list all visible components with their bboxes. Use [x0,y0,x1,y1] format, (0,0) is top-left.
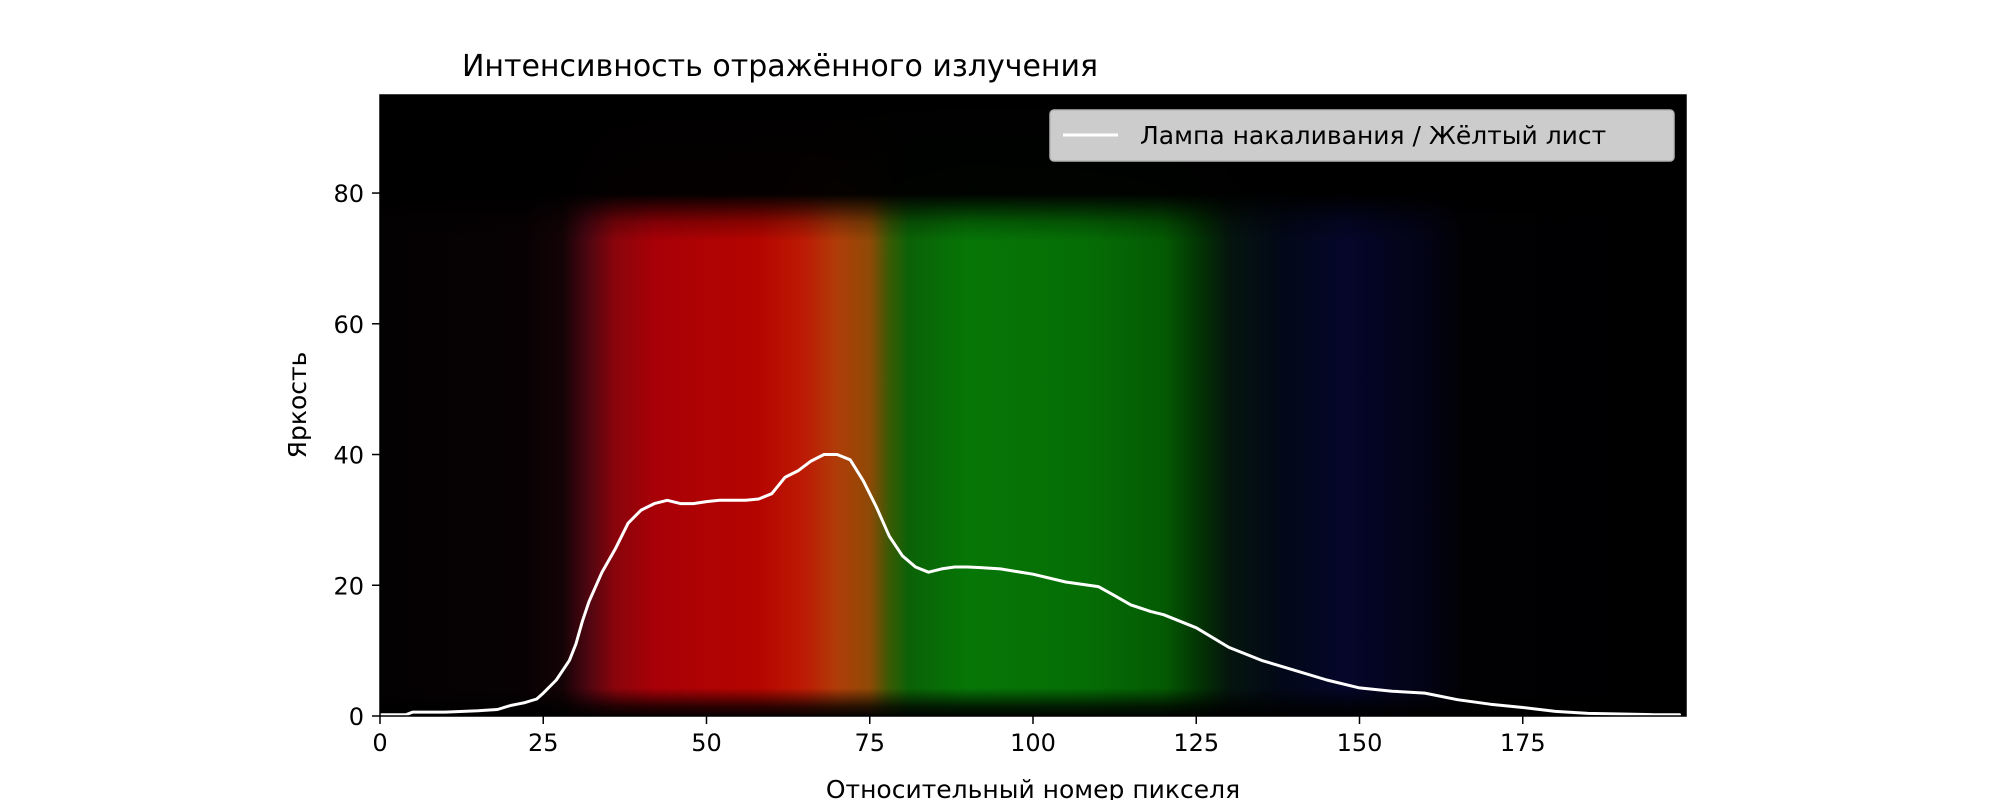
y-tick-label: 80 [333,180,364,208]
y-tick-label: 20 [333,572,364,600]
spectrum-vertical-fade [380,95,1686,716]
legend[interactable]: Лампа накаливания / Жёлтый лист [1049,109,1675,162]
x-tick-label: 125 [1173,729,1219,757]
x-tick-label: 0 [372,729,387,757]
x-axis: 0 25 50 75 100 125 150 175 [372,716,1546,757]
x-tick-label: 175 [1500,729,1546,757]
plot-area [378,94,1687,717]
y-axis: 0 20 40 60 80 [333,180,380,731]
chart-title: Интенсивность отражённого излучения [462,49,1098,84]
x-tick-label: 150 [1337,729,1383,757]
x-tick-label: 100 [1010,729,1056,757]
x-tick-label: 25 [528,729,559,757]
x-tick-label: 75 [854,729,885,757]
y-axis-label: Яркость [283,352,312,459]
y-tick-label: 40 [333,442,364,470]
x-tick-label: 50 [691,729,722,757]
x-axis-label: Относительный номер пикселя [826,775,1240,800]
legend-box [1049,109,1675,162]
y-tick-label: 60 [333,311,364,339]
intensity-line [378,453,1681,717]
legend-entry-label: Лампа накаливания / Жёлтый лист [1140,121,1606,150]
y-tick-label: 0 [349,703,364,731]
